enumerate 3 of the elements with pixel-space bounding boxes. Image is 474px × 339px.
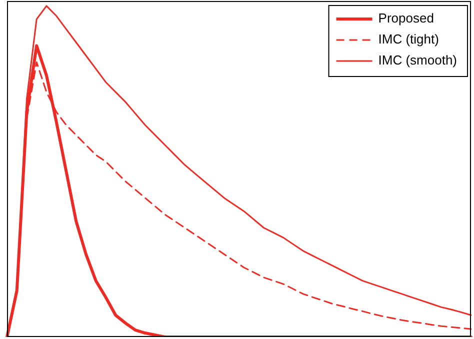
legend-label: IMC (tight) bbox=[378, 32, 439, 47]
legend-label: Proposed bbox=[378, 10, 434, 26]
legend-label: IMC (smooth) bbox=[378, 52, 458, 68]
